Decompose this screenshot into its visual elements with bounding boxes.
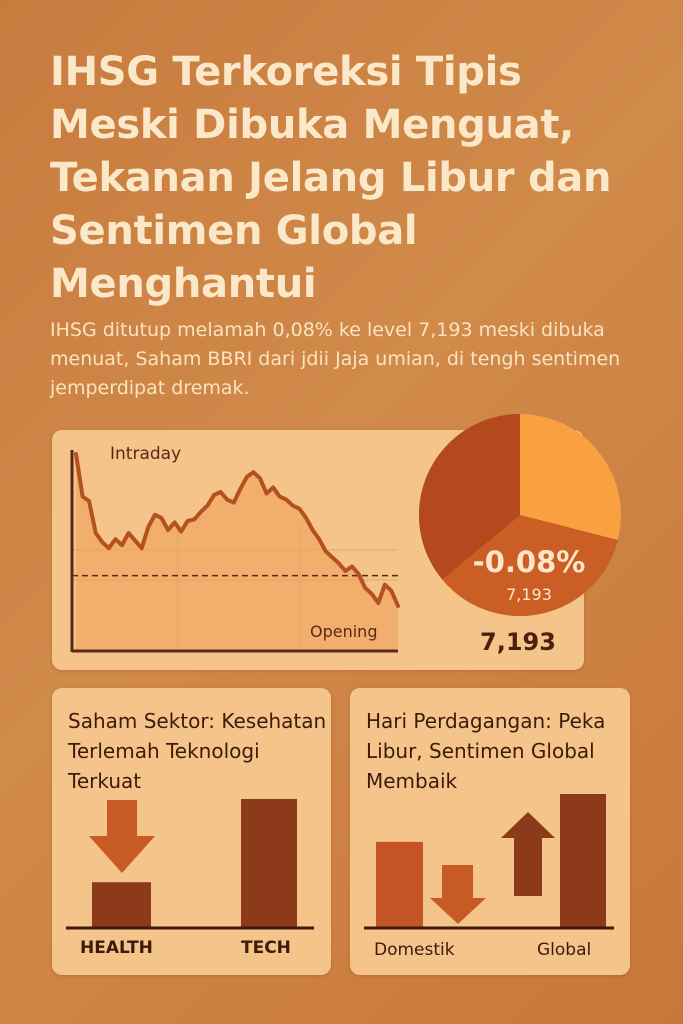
sector-title: Saham Sektor: Kesehatan Terlemah Teknolo… — [68, 709, 327, 793]
intraday-chart — [70, 450, 400, 653]
pie-chart-svg — [419, 414, 621, 616]
lede-paragraph: IHSG ditutup melamah 0,08% ke level 7,19… — [50, 319, 621, 399]
label-global: Global — [537, 940, 592, 960]
bar-global — [560, 794, 606, 927]
close-value: 7,193 — [480, 628, 556, 656]
intraday-area — [76, 454, 398, 650]
chart-gridlines — [72, 525, 398, 650]
intraday-label: Intraday — [110, 444, 182, 464]
sector-card: Saham Sektor: Kesehatan Terlemah Teknolo… — [52, 688, 331, 975]
bar-domestik — [376, 841, 423, 927]
up-arrow-icon — [501, 812, 555, 896]
bar-tech — [241, 799, 297, 927]
sector-bar-chart — [66, 799, 314, 930]
trading-bar-chart — [364, 794, 614, 930]
trading-day-card: Hari Perdagangan: Peka Libur, Sentimen G… — [350, 688, 630, 975]
pie-slice-1 — [442, 515, 618, 616]
opening-label: Opening — [310, 622, 378, 641]
intraday-line — [74, 452, 400, 608]
down-arrow-icon — [430, 865, 486, 924]
label-health: HEALTH — [80, 938, 153, 958]
pie-value: 7,193 — [506, 585, 552, 604]
label-tech: TECH — [241, 938, 291, 958]
trading-title: Hari Perdagangan: Peka Libur, Sentimen G… — [366, 709, 606, 793]
headline: IHSG Terkoreksi Tipis Meski Dibuka Mengu… — [50, 49, 612, 307]
bar-health — [92, 882, 151, 927]
change-pie-chart: -0.08% 7,193 — [419, 414, 621, 616]
label-domestik: Domestik — [374, 940, 455, 960]
pie-change-percent: -0.08% — [472, 545, 586, 579]
pie-slice-0 — [520, 414, 621, 541]
pie-slice-2 — [419, 414, 520, 580]
down-arrow-icon — [89, 800, 155, 873]
